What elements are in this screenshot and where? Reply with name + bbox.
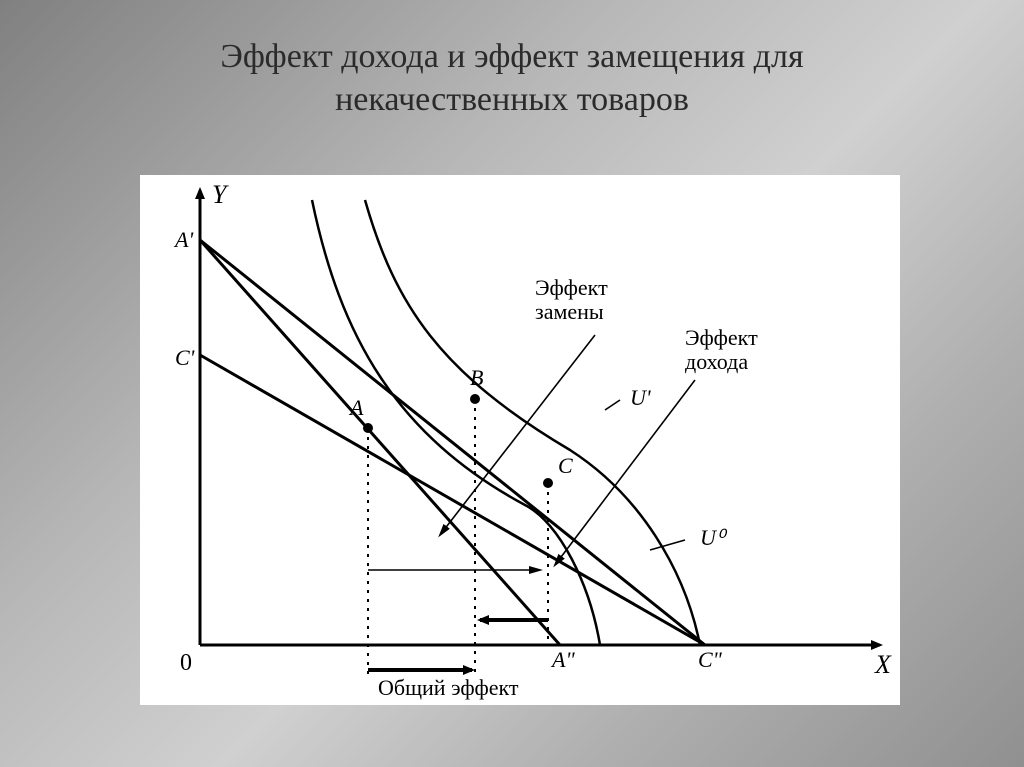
slide-title: Эффект дохода и эффект замещения для нек… — [0, 36, 1024, 121]
point-A — [363, 423, 373, 433]
economics-chart: X Y 0 U' U⁰ — [140, 175, 900, 705]
tangent-points — [363, 394, 553, 488]
guide-lines — [368, 399, 548, 675]
label-point-C: C — [558, 453, 573, 478]
y-axis-label: Y — [212, 180, 229, 209]
origin-label: 0 — [180, 650, 192, 676]
budget-line-steep — [200, 240, 560, 645]
indifference-curves — [312, 200, 700, 645]
label-C-prime: C' — [175, 345, 195, 370]
chart-container: X Y 0 U' U⁰ — [140, 175, 900, 705]
curve-label-connectors — [605, 400, 685, 550]
label-point-A: A — [348, 395, 364, 420]
point-B — [470, 394, 480, 404]
title-line-1: Эффект дохода и эффект замещения для — [220, 38, 803, 75]
axis-effect-arrows — [368, 570, 548, 670]
label-point-B: B — [470, 365, 483, 390]
connector-Uprime — [605, 400, 620, 410]
pointer-substitution — [440, 335, 595, 535]
label-U0: U⁰ — [700, 525, 728, 550]
label-U-prime: U' — [630, 385, 651, 410]
budget-line-flat-upper — [200, 240, 705, 645]
curve-U0 — [312, 200, 600, 645]
label-income-effect: Эффект дохода — [685, 325, 763, 374]
point-C — [543, 478, 553, 488]
label-C-double: C" — [698, 647, 723, 672]
connector-U0 — [650, 540, 685, 550]
label-A-prime: A' — [173, 227, 193, 252]
slide: Эффект дохода и эффект замещения для нек… — [0, 0, 1024, 767]
label-A-double: A" — [550, 647, 575, 672]
pointer-income — [555, 380, 695, 565]
axis-intercept-labels: A' C' A" C" — [173, 227, 723, 672]
x-axis-label: X — [874, 650, 892, 679]
label-substitution-effect: Эффект замены — [535, 275, 613, 324]
effect-labels: Эффект замены Эффект дохода Общий эффект — [378, 275, 763, 700]
title-line-2: некачественных товаров — [335, 81, 689, 118]
budget-lines — [200, 240, 705, 645]
label-total-effect: Общий эффект — [378, 675, 519, 700]
